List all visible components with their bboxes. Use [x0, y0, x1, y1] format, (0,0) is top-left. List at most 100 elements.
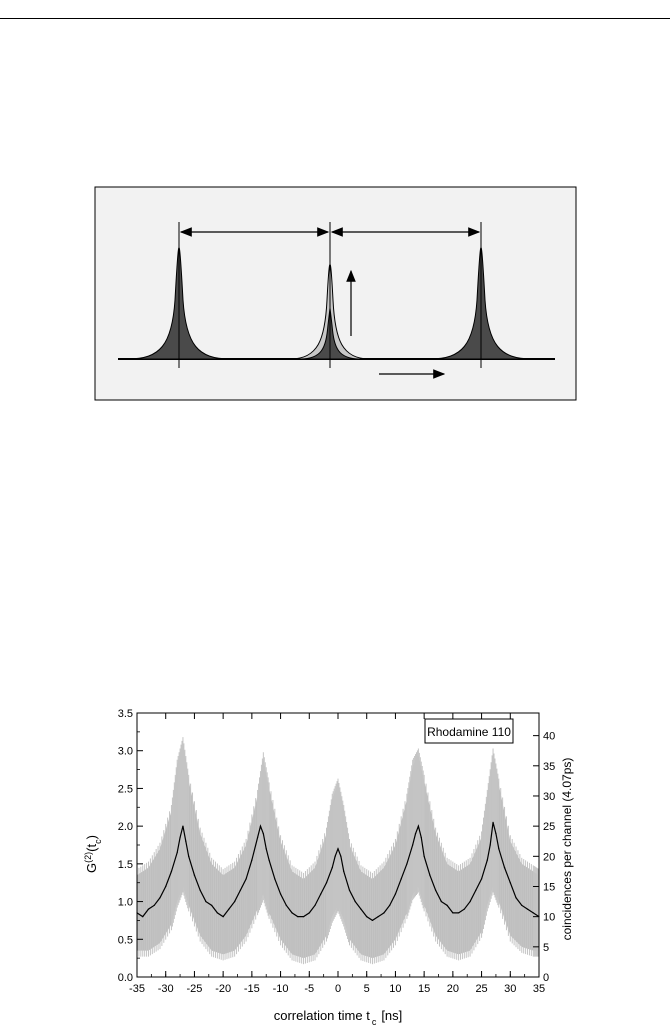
g2-data-point [489, 844, 491, 846]
x-tick-label: -25 [186, 983, 202, 995]
g2-data-point [193, 874, 196, 876]
g2-data-point [452, 912, 454, 914]
g2-data-point [475, 889, 477, 891]
g2-data-point [257, 836, 259, 839]
g2-data-point [142, 916, 144, 918]
g2-data-point [446, 904, 448, 906]
g2-data-point [320, 893, 322, 895]
g2-data-point [394, 893, 397, 895]
g2-data-point [279, 893, 282, 895]
g2-data-point [509, 882, 511, 884]
g2-data-point [216, 912, 218, 914]
g2-data-point [245, 878, 247, 880]
y-right-tick-label: 0 [543, 972, 549, 984]
x-tick-label: 35 [533, 983, 545, 995]
g2-data-point [199, 889, 201, 891]
g2-data-point [377, 916, 379, 918]
x-tick-label: -30 [158, 983, 174, 995]
g2-data-point [417, 825, 419, 827]
g2-data-point [371, 919, 374, 922]
g2-data-point [340, 855, 342, 857]
g2-data-point [458, 912, 460, 914]
y-right-tick-label: 40 [543, 731, 555, 743]
x-tick-label: -35 [129, 983, 145, 995]
g2-data-point [463, 908, 465, 910]
y-left-tick-label: 3.5 [118, 708, 133, 720]
g2-data-point [234, 900, 236, 903]
y-right-tick-label: 10 [543, 912, 555, 924]
g2-data-point [360, 908, 362, 910]
g2-data-point [492, 821, 494, 823]
annotation-label: Rhodamine 110 [427, 725, 511, 739]
x-tick-label: 5 [364, 983, 370, 995]
g2-data-point [423, 855, 425, 857]
y-left-tick-label: 0.5 [118, 934, 133, 946]
y-right-tick-label: 30 [543, 791, 555, 803]
g2-data-point [205, 900, 207, 903]
g2-data-point [291, 912, 293, 914]
y-right-tick-label: 20 [543, 851, 555, 863]
x-tick-label: 30 [504, 983, 516, 995]
g2-data-point [302, 916, 305, 918]
g2-data-point [515, 897, 517, 899]
x-tick-label: 25 [475, 983, 487, 995]
pulse-train-schematic [94, 186, 577, 401]
y-right-tick-label: 15 [543, 881, 555, 893]
g2-data-point [435, 889, 437, 891]
g2-data-point [179, 836, 181, 839]
y-left-tick-label: 3.0 [118, 746, 133, 758]
g2-data-point [469, 900, 471, 903]
g2-data-point [285, 904, 287, 906]
g2-data-point [165, 885, 167, 888]
g2-data-point [486, 859, 488, 861]
g2-data-point [222, 916, 224, 918]
g2-data-point [420, 836, 422, 839]
x-tick-label: -15 [244, 983, 260, 995]
g2-data-point [262, 833, 264, 835]
g2-data-point [182, 825, 184, 827]
g2-data-point [440, 900, 442, 903]
g2-data-point [211, 904, 213, 906]
y-right-axis-label: coincidences per channel (4.07ps) [560, 758, 574, 941]
g2-data-point [147, 908, 150, 910]
g2-data-point [495, 833, 497, 835]
y-left-tick-label: 1.0 [118, 897, 133, 909]
x-tick-label: -10 [273, 983, 289, 995]
g2-data-point [331, 867, 333, 869]
y-left-tick-label: 2.5 [118, 783, 133, 795]
g2-data-point [314, 904, 316, 906]
y-right-tick-label: 5 [543, 942, 549, 954]
g2-data-point [188, 855, 190, 857]
y-left-tick-label: 0.0 [118, 972, 133, 984]
x-tick-label: -20 [215, 983, 231, 995]
g2-data-point [532, 912, 534, 914]
x-tick-label: 15 [418, 983, 430, 995]
x-tick-label: 0 [335, 983, 341, 995]
g2-data-point [429, 874, 431, 876]
g2-data-point [308, 912, 310, 914]
g2-data-point [170, 870, 173, 873]
g2-data-point [274, 878, 276, 880]
g2-data-point [389, 904, 391, 906]
y-right-tick-label: 35 [543, 761, 555, 773]
g2-data-point [251, 859, 253, 861]
g2-data-point [153, 904, 155, 906]
y-right-tick-label: 25 [543, 821, 555, 833]
g2-data-point [265, 848, 267, 850]
g2-data-point [239, 889, 241, 891]
g2-data-point [406, 863, 408, 865]
g2-data-point [383, 912, 385, 914]
g2-data-point [297, 916, 299, 918]
g2-data-point [414, 833, 417, 835]
g2-data-point [159, 897, 161, 899]
g2-data-point [366, 916, 368, 918]
g2-data-point [343, 870, 345, 873]
g2-data-point [228, 908, 230, 910]
g2-data-point [526, 908, 529, 910]
y-left-tick-label: 2.0 [118, 821, 133, 833]
x-tick-label: 10 [389, 983, 401, 995]
g2-data-point [268, 859, 270, 861]
x-axis-label: correlation time t c [ns] [274, 1008, 403, 1027]
g2-data-point [176, 851, 178, 854]
